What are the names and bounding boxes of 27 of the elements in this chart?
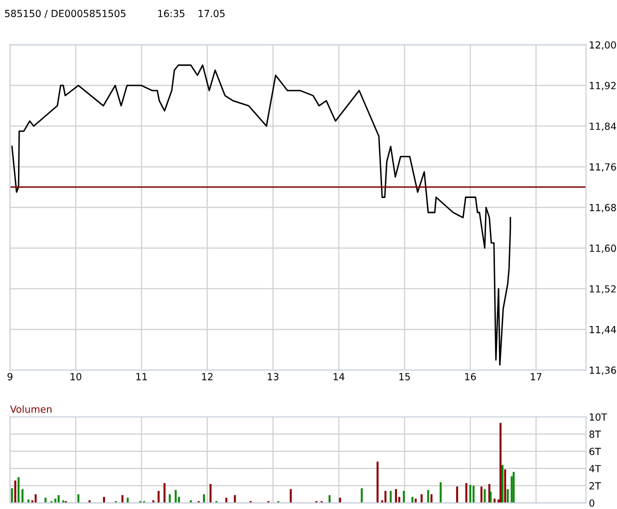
chart-title: 585150 / DE0005851505 16:35 17.05 [4,10,225,18]
y-tick-label: 8T [589,430,601,438]
x-tick-label: 14 [334,373,344,380]
chart-title: Volumen [10,405,52,413]
x-tick-label: 10 [70,372,82,380]
line-series [11,64,512,366]
x-tick-label: 12 [202,372,212,380]
x-tick-label: 9 [8,372,12,380]
y-tick-label: 11,52 [590,285,616,294]
y-tick-label: 4T [589,465,601,472]
y-tick-label: 11,84 [590,122,616,131]
y-tick-label: 2T [589,482,601,490]
y-tick-label: 11,76 [590,163,616,172]
x-tick-label: 13 [268,372,278,380]
x-tick-label: 15 [399,373,410,380]
y-tick-label: 12,00 [590,41,616,50]
y-tick-label: 11,68 [590,204,616,212]
y-tick-label: 11,36 [590,366,616,375]
y-tick-label: 11,60 [590,244,616,253]
x-tick-label: 11 [136,373,147,380]
x-tick-label: 17 [530,373,542,380]
x-tick-label: 16 [465,372,476,380]
y-tick-label: 10T [590,413,608,421]
y-tick-label: 0 [589,499,594,507]
y-tick-label: 11,92 [590,82,616,90]
y-tick-label: 6T [589,448,601,456]
y-tick-label: 11,44 [590,326,616,334]
